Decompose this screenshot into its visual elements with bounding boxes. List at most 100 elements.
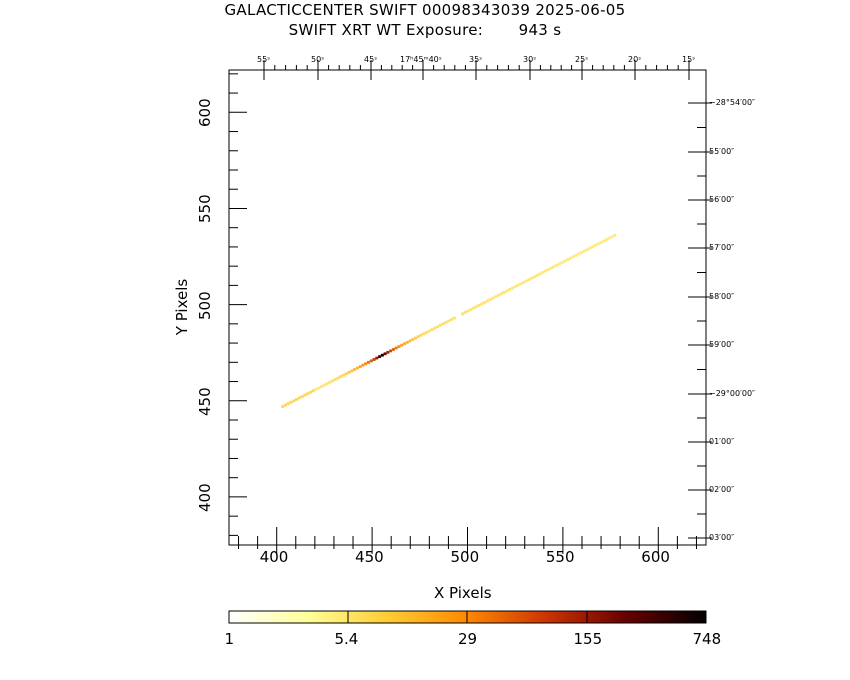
streak-pixel bbox=[585, 248, 589, 252]
dec-axis-ticks bbox=[688, 102, 712, 539]
streak-pixel bbox=[328, 380, 332, 384]
streak-pixel bbox=[361, 363, 365, 367]
streak-pixel bbox=[497, 293, 501, 297]
ra-tick-label: 25ˢ bbox=[575, 55, 589, 64]
colorbar-tick-label: 155 bbox=[573, 630, 603, 648]
streak-pixel bbox=[364, 362, 368, 366]
streak-pixel bbox=[546, 268, 550, 272]
streak-pixel bbox=[494, 295, 498, 299]
streak-pixel bbox=[552, 265, 556, 269]
x-tick-label: 400 bbox=[259, 548, 289, 566]
streak-pixel bbox=[530, 276, 534, 280]
x-tick-label: 600 bbox=[641, 548, 670, 566]
colorbar-tick-label: 748 bbox=[692, 630, 722, 648]
streak-pixel bbox=[502, 291, 506, 294]
streak-pixel bbox=[477, 303, 481, 307]
ra-tick-label: 55ˢ bbox=[257, 55, 271, 64]
streak-pixel bbox=[449, 318, 453, 321]
streak-pixel bbox=[333, 378, 337, 381]
colorbar-tick-label: 1 bbox=[224, 630, 235, 648]
streak-pixel bbox=[295, 398, 299, 401]
streak-pixel bbox=[286, 402, 290, 406]
y-tick-label: 450 bbox=[196, 387, 214, 416]
colorbar-tick-label: 29 bbox=[458, 630, 478, 648]
ra-axis-ticks bbox=[263, 60, 690, 80]
streak-pixel bbox=[574, 253, 578, 257]
streak-pixel bbox=[414, 336, 418, 340]
streak-pixel bbox=[433, 326, 437, 330]
streak-pixel bbox=[527, 278, 531, 281]
streak-pixel bbox=[416, 335, 420, 339]
x-tick-label: 550 bbox=[545, 548, 575, 566]
streak-pixel bbox=[375, 356, 379, 360]
streak-pixel bbox=[342, 373, 346, 377]
streak-pixel bbox=[541, 271, 545, 274]
streak-pixel bbox=[566, 258, 570, 262]
streak-pixel bbox=[405, 340, 409, 344]
streak-pixel bbox=[408, 339, 412, 343]
streak-pixel bbox=[472, 306, 476, 310]
streak-pixel bbox=[311, 389, 315, 393]
chart-title: GALACTICCENTER SWIFT 00098343039 2025-06… bbox=[224, 1, 626, 19]
streak-pixel bbox=[538, 272, 542, 276]
streak-pixel bbox=[577, 252, 581, 256]
dec-tick-label: −29°00′00″ bbox=[709, 389, 756, 398]
x-axis-label: X Pixels bbox=[434, 584, 492, 602]
ra-tick-label: 20ˢ bbox=[628, 55, 642, 64]
streak-pixel bbox=[613, 233, 617, 237]
dec-tick-label: −28°54′00″ bbox=[709, 98, 756, 107]
streak-pixel bbox=[369, 359, 373, 363]
dec-tick-label: 01′00″ bbox=[709, 437, 735, 446]
streak-pixel bbox=[510, 286, 514, 290]
streak-pixel bbox=[499, 292, 503, 296]
streak-pixel bbox=[436, 325, 440, 329]
streak-pixel bbox=[308, 390, 312, 394]
streak-pixel bbox=[331, 379, 335, 383]
streak-pixel bbox=[599, 241, 603, 244]
streak-pixel bbox=[483, 301, 487, 304]
streak-pixel bbox=[378, 355, 382, 359]
streak-pixel bbox=[438, 323, 442, 327]
streak-pixel bbox=[281, 405, 285, 408]
streak-pixel bbox=[568, 256, 572, 260]
dec-tick-label: 57′00″ bbox=[709, 243, 735, 252]
streak-pixel bbox=[463, 311, 467, 314]
streak-pixel bbox=[372, 358, 376, 361]
streak-pixel bbox=[402, 342, 406, 346]
streak-pixel bbox=[427, 329, 431, 333]
streak-pixel bbox=[397, 345, 401, 349]
streak-pixel bbox=[557, 262, 561, 266]
streak-pixel bbox=[560, 261, 564, 264]
streak-pixel bbox=[488, 298, 492, 301]
streak-pixel bbox=[535, 273, 539, 277]
streak-pixel bbox=[508, 288, 512, 291]
y-tick-label: 550 bbox=[196, 194, 214, 224]
streak-pixel bbox=[461, 312, 465, 316]
streak-pixel bbox=[555, 263, 559, 267]
y-axis-label: Y Pixels bbox=[173, 278, 191, 336]
streak-pixel bbox=[422, 332, 426, 336]
y-tick-label: 600 bbox=[196, 98, 214, 128]
streak-pixel bbox=[339, 375, 343, 378]
streak-pixel bbox=[521, 281, 525, 284]
streak-pixel bbox=[380, 353, 384, 357]
streak-pixel bbox=[466, 309, 470, 313]
streak-pixel bbox=[532, 275, 536, 279]
streak-pixel bbox=[513, 285, 517, 289]
streak-pixel bbox=[400, 343, 404, 347]
streak-pixel bbox=[505, 289, 509, 293]
streak-pixel bbox=[289, 400, 293, 404]
streak-pixel bbox=[411, 338, 415, 341]
plot-frame bbox=[228, 69, 707, 546]
ra-tick-label: 17ʰ45ᵐ40ˢ bbox=[400, 55, 442, 64]
streak-pixel bbox=[355, 366, 359, 370]
streak-pixel bbox=[322, 383, 326, 387]
streak-pixel bbox=[389, 349, 393, 353]
streak-pixel bbox=[297, 396, 301, 400]
streak-pixel bbox=[452, 316, 456, 320]
ra-tick-label: 35ˢ bbox=[469, 55, 483, 64]
streak-pixel bbox=[358, 365, 362, 369]
streak-pixel bbox=[317, 386, 321, 390]
colorbar-tick-label: 5.4 bbox=[334, 630, 359, 648]
